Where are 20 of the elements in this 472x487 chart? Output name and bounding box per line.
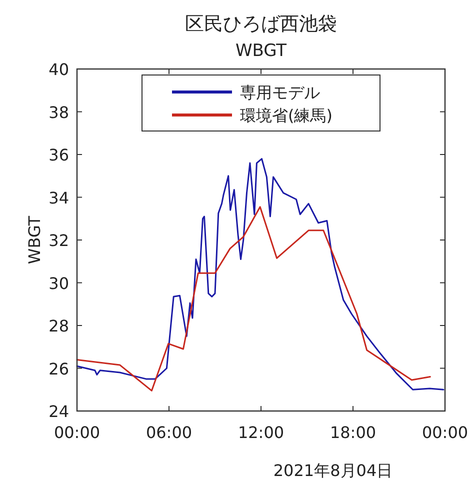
x-tick-label: 18:00 <box>330 423 376 442</box>
y-tick-label: 36 <box>48 146 69 164</box>
y-tick-label: 26 <box>48 359 69 378</box>
x-tick-label: 00:00 <box>422 423 468 442</box>
x-tick-label: 06:00 <box>146 423 192 442</box>
legend-label: 環境省(練馬) <box>240 106 332 125</box>
y-tick-label: 40 <box>48 60 69 79</box>
y-tick-label: 24 <box>48 402 69 421</box>
chart-subtitle: WBGT <box>235 41 288 61</box>
y-tick-label: 38 <box>48 102 69 122</box>
legend-label: 専用モデル <box>240 83 320 102</box>
x-tick-label: 00:00 <box>54 423 100 442</box>
x-tick-label: 12:00 <box>238 423 284 442</box>
y-tick-label: 32 <box>48 231 69 250</box>
y-tick-label: 30 <box>48 274 69 293</box>
y-tick-label: 34 <box>48 188 69 208</box>
chart-title: 区民ひろば西池袋 <box>185 13 337 35</box>
x-axis-title: 2021年8月04日 <box>273 461 393 480</box>
y-axis-title: WBGT <box>25 216 44 264</box>
y-tick-label: 28 <box>48 316 69 336</box>
